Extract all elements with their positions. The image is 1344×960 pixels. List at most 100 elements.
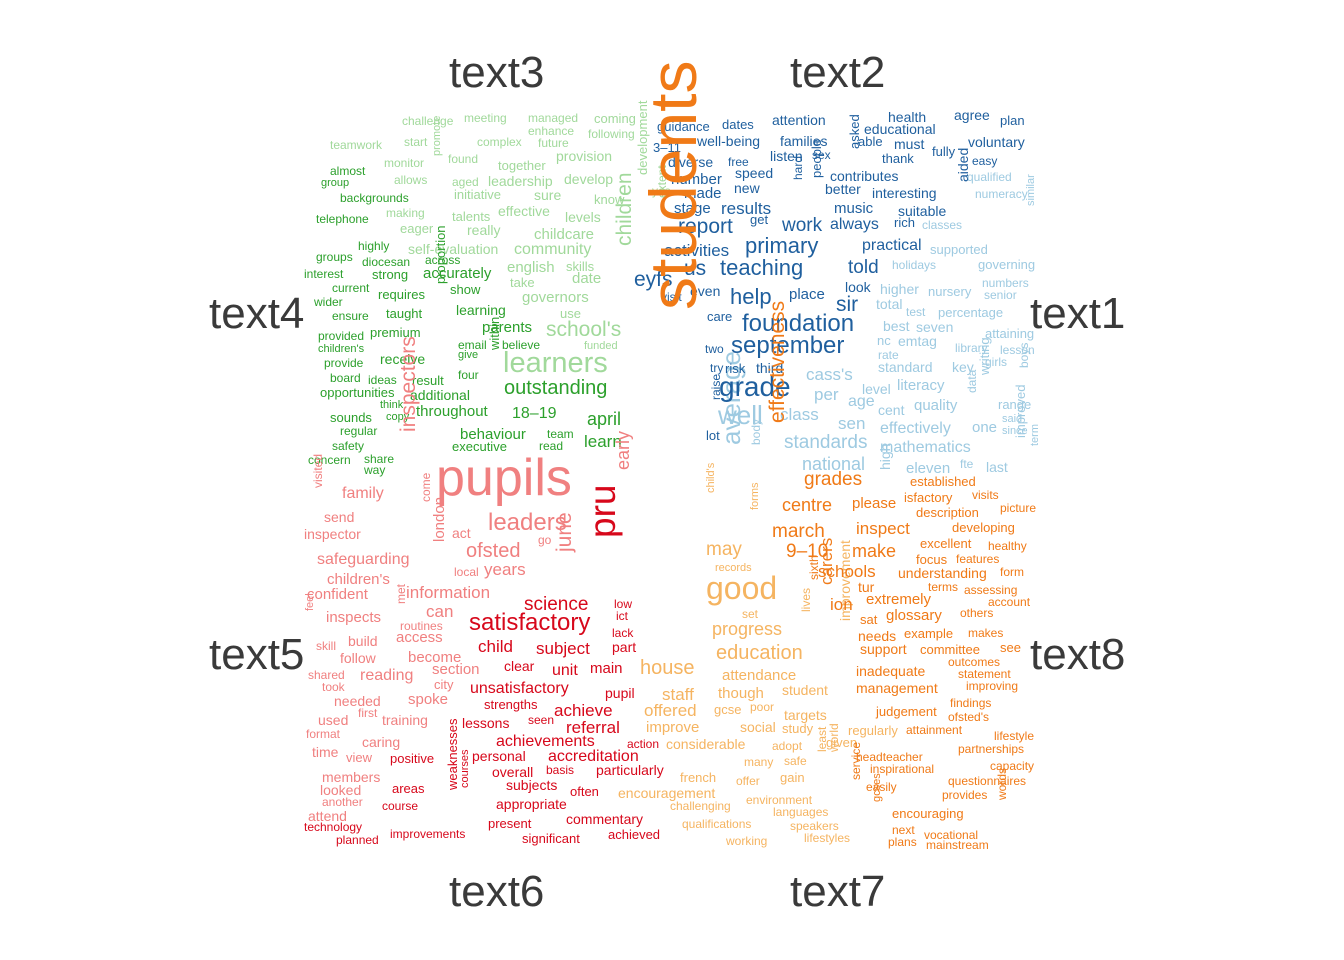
cloud-word-text8: outcomes (948, 655, 1001, 669)
cloud-word-text3: following (588, 127, 635, 141)
cloud-word-text8: please (852, 495, 897, 512)
cloud-word-text1: mathematics (880, 439, 971, 456)
cloud-word-text5: visited (311, 453, 325, 488)
cloud-word-text3: leadership (488, 173, 553, 189)
cloud-word-text1: said (1002, 413, 1023, 425)
cloud-word-text4: diocesan (362, 255, 411, 269)
cloud-word-text1: test (906, 305, 926, 319)
cloud-word-text7: considerable (666, 736, 746, 752)
cloud-word-text7: set (742, 607, 759, 621)
cloud-word-text1: numbers (982, 276, 1029, 290)
cloud-word-text8: excellent (920, 536, 972, 551)
cloud-word-text6: subject (536, 639, 590, 658)
cloud-word-text5: become (408, 649, 462, 666)
cloud-word-text7: may (706, 539, 742, 560)
cloud-word-text5: used (318, 712, 349, 728)
cloud-word-text7: education (716, 642, 803, 664)
cloud-word-text2: agree (954, 107, 990, 123)
cloud-word-text5: reading (360, 667, 414, 684)
cloud-word-text3: provision (556, 148, 613, 164)
cloud-word-text7: environment (746, 793, 813, 807)
cloud-word-text8: inadequate (856, 663, 926, 679)
cloud-word-text5: inspectors (397, 336, 420, 432)
cloud-word-text8: glossary (886, 607, 942, 624)
cloud-word-text6: technology (304, 820, 363, 834)
cloud-word-text4: four (458, 368, 479, 382)
cloud-word-text4: behaviour (460, 426, 526, 443)
cloud-word-text6: present (488, 816, 532, 831)
cloud-word-text3: allows (394, 173, 428, 187)
cloud-word-text7: lifestyles (804, 831, 851, 845)
cloud-word-text6: action (627, 737, 660, 751)
cloud-word-text1: fte (960, 457, 974, 471)
cloud-word-text3: funded (584, 340, 618, 352)
cloud-word-text3: coming (594, 111, 636, 126)
cloud-word-text3: eager (400, 221, 434, 236)
cloud-word-text5: format (306, 727, 341, 741)
cloud-word-text4: wider (314, 295, 343, 309)
cloud-word-text4: way (364, 463, 386, 477)
cloud-word-text1: cent (878, 402, 905, 418)
cloud-word-text8: capacity (990, 759, 1035, 773)
cloud-word-text2: health (888, 109, 927, 125)
cloud-word-text6: strengths (484, 697, 538, 712)
cloud-word-text1: classes (922, 218, 963, 232)
cloud-word-text4: opportunities (320, 385, 395, 400)
cloud-word-text1: body (749, 418, 763, 445)
cloud-word-text2: work (782, 215, 823, 236)
cloud-word-text5: come (419, 472, 433, 502)
cloud-word-text6: lack (612, 626, 634, 640)
cloud-word-text4: email (458, 338, 487, 352)
cloud-word-text5: access (396, 629, 443, 646)
cloud-word-text5: routines (400, 619, 443, 633)
cloud-word-text8: tur (858, 579, 875, 595)
cloud-word-text1: high (877, 443, 893, 470)
cloud-word-text8: next (892, 823, 915, 837)
cloud-word-text1: library (955, 341, 988, 355)
cloud-word-text5: view (346, 750, 373, 765)
cloud-word-text4: almost (330, 164, 366, 178)
cloud-word-text5: send (324, 509, 355, 525)
cloud-word-text4: across (425, 253, 461, 267)
cloud-word-text5: caring (362, 734, 401, 750)
cloud-word-text5: london (431, 496, 448, 542)
cloud-word-text5: leaders (488, 509, 567, 536)
cloud-word-text7: world (827, 723, 841, 752)
cloud-word-text8: gcses (871, 773, 883, 802)
cloud-word-text8: makes (968, 626, 1004, 640)
cloud-word-text6: achieve (554, 701, 613, 720)
cloud-word-text4: board (330, 371, 361, 385)
cloud-word-text8: provides (942, 788, 988, 802)
group-label-text7: text7 (790, 867, 886, 916)
cloud-word-text4: premium (370, 325, 421, 340)
cloud-word-text5: inspector (304, 526, 361, 542)
cloud-word-text8: committee (920, 642, 980, 657)
cloud-word-text2: fully (932, 144, 956, 159)
cloud-word-text8: see (1000, 640, 1021, 655)
cloud-word-text4: read (539, 439, 564, 453)
cloud-word-text8: easily (866, 780, 897, 794)
cloud-word-text8: extremely (866, 591, 932, 608)
group-label-text2: text2 (790, 48, 886, 97)
cloud-word-text6: pru (582, 484, 623, 538)
cloud-word-text5: feel (304, 593, 316, 611)
cloud-word-text2: told (848, 257, 879, 278)
cloud-word-text4: concern (308, 453, 351, 467)
cloud-word-text7: gcse (714, 702, 742, 717)
cloud-word-text8: support (860, 641, 907, 657)
cloud-word-text1: data (965, 369, 979, 393)
cloud-word-text1: national (802, 454, 866, 474)
cloud-word-text3: know (594, 192, 625, 207)
cloud-word-text6: planned (336, 833, 379, 847)
cloud-word-text4: safety (332, 439, 365, 453)
cloud-word-text1: class (780, 405, 819, 424)
cloud-word-text1: total (876, 296, 903, 312)
cloud-word-text4: regular (340, 424, 378, 438)
cloud-word-text2: speed (735, 165, 774, 181)
cloud-word-text6: child (478, 637, 513, 656)
cloud-word-text5: skill (316, 639, 336, 653)
cloud-word-text6: main (590, 660, 623, 677)
cloud-word-text7: adopt (772, 739, 803, 753)
group-label-text5: text5 (209, 630, 305, 679)
cloud-word-text5: met (394, 583, 408, 604)
